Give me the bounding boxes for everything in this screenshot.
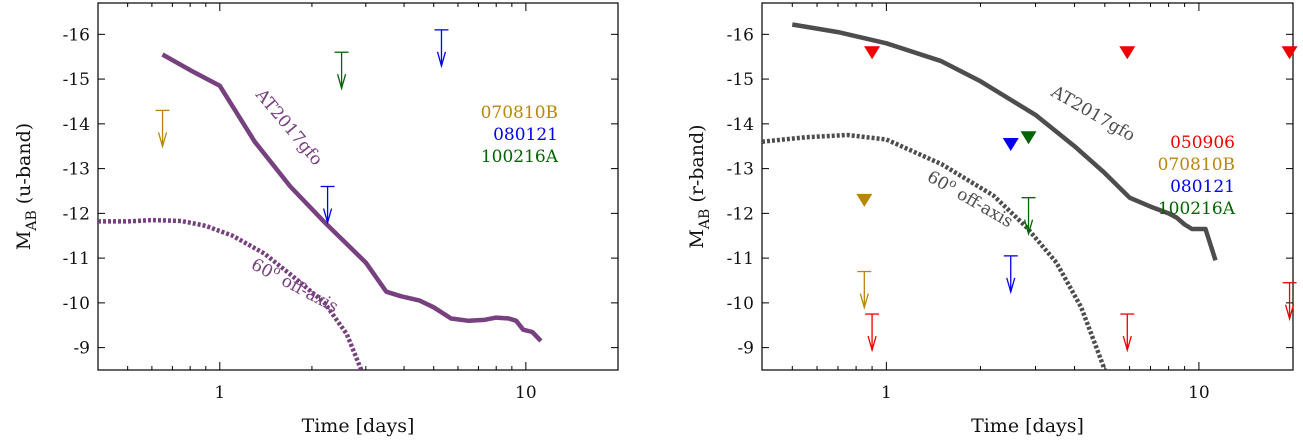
- off-axis-curve: [98, 217, 364, 370]
- y-tick-label: -15: [63, 70, 90, 90]
- upper-limit-arrow: [1282, 282, 1297, 322]
- x-tick-label: 1: [881, 383, 892, 403]
- upper-limit-arrow: [1003, 255, 1018, 295]
- detection-marker: [1119, 46, 1136, 60]
- y-tick-label: -11: [63, 249, 90, 269]
- y-tick-label: -15: [727, 70, 754, 90]
- legend-entry: 080121: [1170, 177, 1235, 197]
- detection-marker: [856, 193, 873, 207]
- upper-limit-arrow: [1120, 313, 1135, 353]
- plot-frame: [97, 2, 619, 371]
- y-tick-label: -13: [63, 160, 90, 180]
- y-tick-label: -14: [63, 115, 90, 135]
- y-tick-label: -9: [73, 339, 90, 359]
- x-axis-title: Time [days]: [302, 415, 415, 437]
- y-tick-label: -12: [63, 204, 90, 224]
- upper-limit-arrow: [434, 29, 449, 69]
- y-axis-title: MAB (u-band): [13, 123, 40, 250]
- legend-entry: 070810B: [481, 103, 558, 123]
- x-axis-title: Time [days]: [971, 415, 1084, 437]
- upper-limit-arrow: [857, 270, 872, 310]
- off-axis-curve-label: 60o off-axis: [924, 164, 1018, 232]
- r-band-panel: -9 -10 -11 -12 -13 -14 -15 -16 1 10 Time [days] MAB…: [686, 2, 1298, 437]
- at2017gfo-curve: [161, 52, 543, 343]
- detection-marker: [1002, 137, 1019, 151]
- off-axis-curve-label: 60o off-axis: [248, 252, 343, 317]
- u-band-panel: -9 -10 -11 -12 -13 -14 -15 -16 1 10 Time [days] MAB…: [13, 2, 619, 437]
- y-tick-label: -13: [727, 160, 754, 180]
- off-axis-curve: [762, 132, 1107, 370]
- y-tick-label: -10: [63, 294, 90, 314]
- detection-marker: [1020, 131, 1037, 145]
- upper-limit-arrow: [334, 51, 349, 91]
- upper-limit-arrow: [155, 109, 170, 149]
- x-tick-label: 1: [214, 383, 225, 403]
- y-tick-label: -10: [727, 294, 754, 314]
- legend-entry: 070810B: [1158, 155, 1235, 175]
- y-tick-label: -16: [727, 25, 754, 45]
- x-tick-label: 10: [515, 383, 537, 403]
- legend-entry: 100216A: [481, 147, 559, 167]
- legend-entry: 100216A: [1158, 199, 1236, 219]
- plot-frame: [761, 2, 1294, 371]
- y-axis-title: MAB (r-band): [686, 124, 713, 248]
- y-tick-label: -16: [63, 25, 90, 45]
- detection-marker: [864, 46, 881, 60]
- y-tick-label: -12: [727, 204, 754, 224]
- detection-marker: [1281, 46, 1298, 60]
- upper-limit-arrow: [1021, 197, 1036, 237]
- at2017gfo-curve-label: AT2017gfo: [251, 85, 327, 170]
- upper-limit-arrow: [865, 313, 880, 353]
- x-tick-label: 10: [1188, 383, 1210, 403]
- y-tick-label: -14: [727, 115, 754, 135]
- legend-entry: 080121: [493, 125, 558, 145]
- y-tick-label: -9: [737, 339, 754, 359]
- at2017gfo-curve: [791, 22, 1218, 261]
- y-tick-label: -11: [727, 249, 754, 269]
- legend-entry: 050906: [1170, 133, 1235, 153]
- upper-limit-arrow: [320, 185, 335, 225]
